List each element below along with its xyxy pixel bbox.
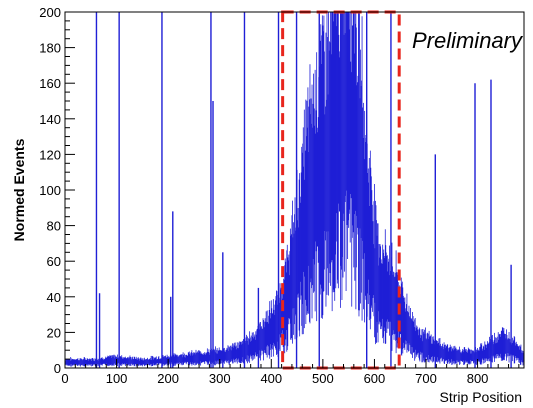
y-axis-title: Normed Events	[11, 138, 27, 241]
y-tick-label: 60	[47, 254, 61, 269]
y-tick-label: 80	[47, 219, 61, 234]
x-axis: 0 100 200 300 400 500 600 700 800	[61, 359, 520, 386]
x-tick-label: 0	[61, 371, 68, 386]
x-tick-label: 400	[260, 371, 282, 386]
x-tick-label: 100	[106, 371, 128, 386]
x-tick-label: 200	[157, 371, 179, 386]
y-tick-label: 20	[47, 325, 61, 340]
x-tick-label: 600	[364, 371, 386, 386]
y-tick-label: 200	[39, 5, 61, 20]
y-tick-label: 120	[39, 147, 61, 162]
x-tick-label: 800	[467, 371, 489, 386]
y-tick-label: 180	[39, 41, 61, 56]
x-tick-label: 300	[209, 371, 231, 386]
y-tick-label: 100	[39, 183, 61, 198]
y-tick-label: 0	[54, 361, 61, 376]
x-tick-label: 700	[415, 371, 437, 386]
spike-series	[95, 12, 512, 368]
y-tick-label: 40	[47, 290, 61, 305]
x-axis-title: Strip Position	[440, 389, 522, 405]
y-axis: 0 20 40 60 80 100 120 140 160 180 200	[39, 5, 75, 376]
y-tick-label: 140	[39, 112, 61, 127]
y-tick-label: 160	[39, 76, 61, 91]
x-tick-label: 500	[312, 371, 334, 386]
preliminary-annotation: Preliminary	[412, 28, 524, 53]
